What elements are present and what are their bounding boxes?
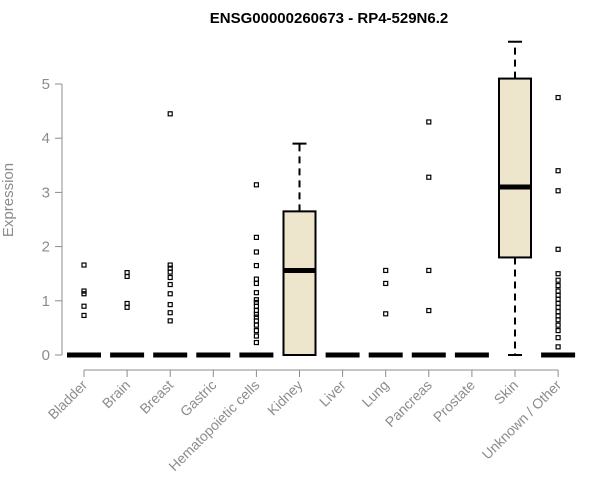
outlier-point — [253, 314, 259, 320]
outlier-point — [253, 322, 259, 328]
y-axis: 0 1 2 3 4 5 — [42, 76, 63, 364]
y-tick-label: 3 — [42, 184, 50, 201]
box-unknown-other — [541, 94, 576, 358]
outlier-point — [253, 262, 259, 269]
outlier-point — [383, 311, 389, 317]
y-tick-label: 2 — [42, 239, 50, 256]
outlier-point — [253, 297, 259, 303]
outlier-point — [167, 265, 173, 271]
outlier-point — [253, 280, 259, 287]
x-tick-label: Prostate — [430, 377, 478, 425]
outlier-point — [81, 288, 87, 294]
outlier-point — [124, 300, 130, 307]
outlier-point — [124, 270, 130, 276]
outlier-point — [81, 262, 87, 268]
outlier-point — [426, 174, 432, 180]
outlier-point — [81, 303, 87, 309]
outlier-point — [555, 309, 561, 315]
outlier-point — [555, 246, 561, 252]
outlier-point — [167, 274, 173, 281]
y-tick-label: 5 — [42, 76, 50, 93]
box-pancreas — [411, 119, 446, 358]
x-tick-label: Kidney — [264, 377, 306, 419]
y-tick-label: 4 — [42, 130, 50, 147]
outlier-point — [253, 328, 259, 334]
outlier-point — [253, 234, 259, 240]
outlier-point — [253, 290, 259, 296]
outlier-point — [167, 301, 173, 308]
box-bladder — [67, 262, 101, 358]
outlier-point — [555, 94, 561, 101]
outlier-point — [426, 307, 432, 314]
outlier-point — [167, 318, 173, 324]
outlier-point — [383, 267, 389, 274]
x-tick-label: Skin — [491, 377, 522, 408]
box-kidney — [282, 142, 317, 356]
outlier-point — [253, 339, 259, 346]
plot-area — [67, 40, 576, 358]
x-tick-label: Pancreas — [382, 377, 435, 430]
box-lung — [368, 267, 403, 358]
outlier-point — [253, 249, 259, 255]
outlier-point — [426, 267, 432, 274]
box-skin — [498, 40, 532, 356]
outlier-point — [426, 119, 432, 125]
outlier-point — [167, 262, 173, 268]
outlier-point — [253, 276, 259, 282]
outlier-point — [81, 312, 87, 319]
x-tick-label: Unknown / Other — [479, 377, 565, 463]
outlier-point — [555, 188, 561, 194]
outlier-point — [555, 271, 561, 277]
outlier-point — [555, 288, 561, 294]
outlier-point — [81, 291, 87, 297]
x-tick-label: Lung — [358, 377, 391, 410]
outlier-point — [555, 277, 561, 283]
outlier-point — [555, 322, 561, 328]
box-body — [498, 77, 532, 259]
chart-title: ENSG00000260673 - RP4-529N6.2 — [210, 10, 449, 27]
box-hematopoietic-cells — [239, 182, 274, 358]
outlier-point — [555, 328, 561, 334]
outlier-point — [555, 335, 561, 341]
box-brain — [110, 270, 145, 358]
outlier-point — [555, 168, 561, 174]
outlier-point — [167, 111, 173, 117]
y-axis-label: Expression — [0, 163, 17, 237]
y-tick-label: 1 — [42, 293, 50, 310]
x-tick-label: Gastric — [177, 377, 220, 420]
x-tick-label: Liver — [316, 377, 349, 410]
outlier-point — [555, 344, 561, 350]
outlier-point — [167, 310, 173, 316]
x-tick-label: Brain — [99, 377, 133, 411]
outlier-point — [167, 281, 173, 288]
x-tick-label: Breast — [136, 377, 176, 417]
outlier-point — [253, 333, 259, 339]
box-breast — [153, 111, 188, 358]
outlier-point — [383, 280, 389, 287]
outlier-point — [253, 299, 259, 306]
outlier-point — [555, 283, 561, 289]
box-body — [282, 210, 317, 356]
y-tick-label: 0 — [42, 347, 50, 364]
x-tick-label: Bladder — [45, 377, 91, 423]
outlier-point — [253, 182, 259, 188]
outlier-point — [167, 291, 173, 297]
